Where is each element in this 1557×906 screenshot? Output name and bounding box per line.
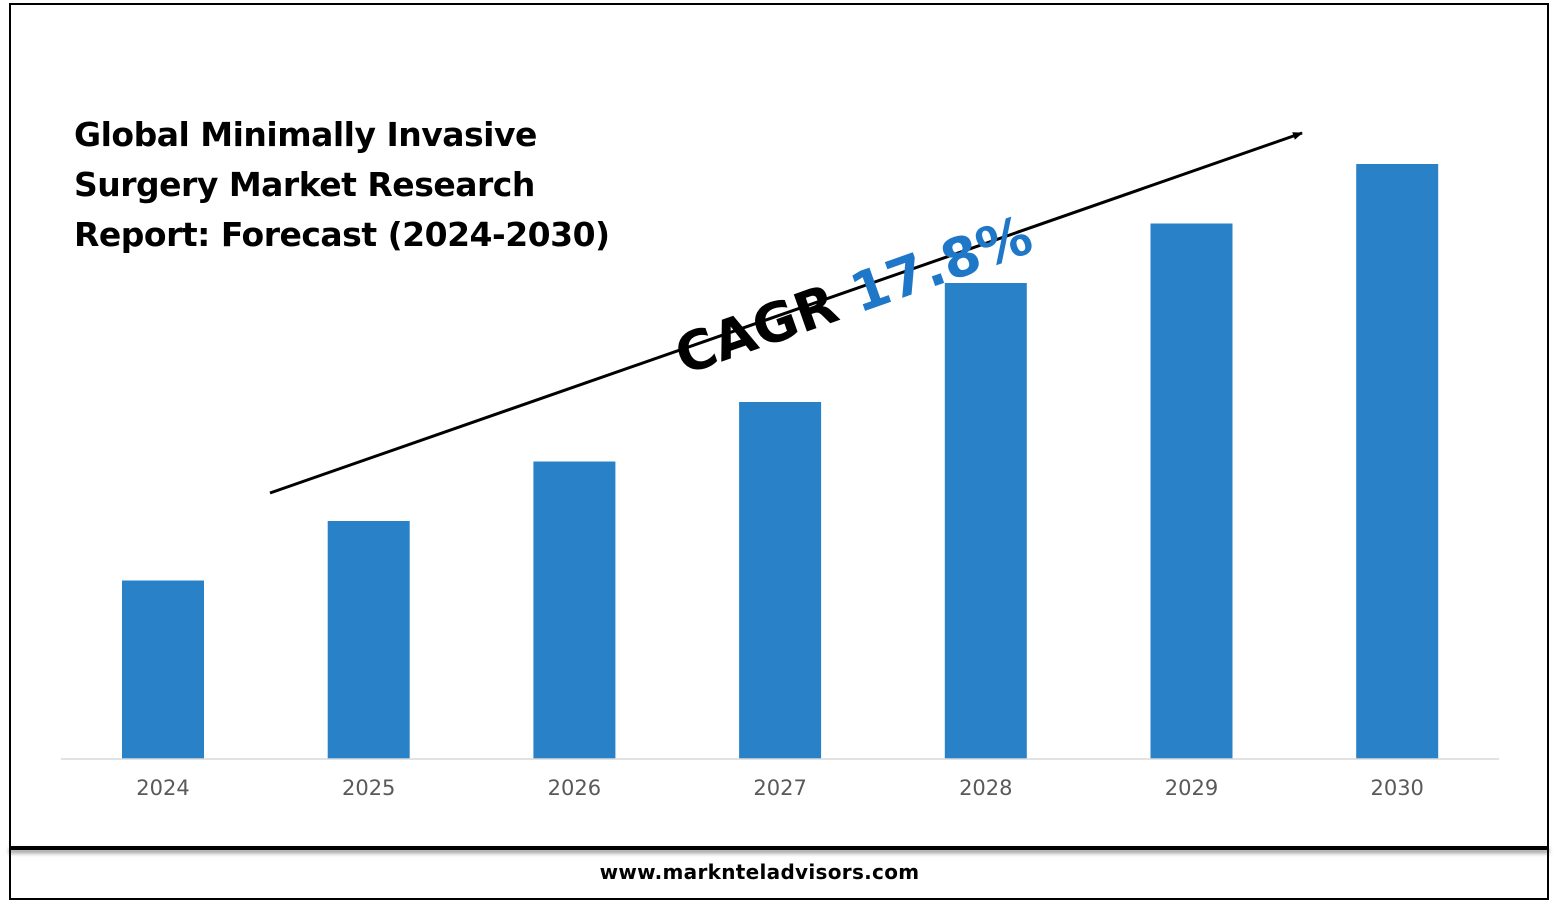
bar-2025 [327, 521, 410, 759]
bar-2027 [739, 402, 822, 759]
chart-frame [9, 3, 1549, 900]
bar-2026 [533, 461, 616, 759]
x-tick-2024: 2024 [136, 776, 189, 800]
x-tick-2026: 2026 [548, 776, 601, 800]
bar-2028 [944, 283, 1027, 759]
x-tick-2030: 2030 [1370, 776, 1423, 800]
bar-2024 [122, 580, 204, 759]
x-tick-2027: 2027 [753, 776, 806, 800]
title-line-1: Global Minimally Invasive [74, 115, 537, 154]
x-tick-2028: 2028 [959, 776, 1012, 800]
x-tick-2025: 2025 [342, 776, 395, 800]
bar-2030 [1356, 164, 1439, 759]
title-line-2: Surgery Market Research [74, 165, 535, 204]
footer-url[interactable]: www.marknteladvisors.com [599, 860, 920, 884]
bar-2029 [1150, 223, 1233, 759]
chart-title: Global Minimally Invasive Surgery Market… [74, 110, 634, 260]
trend-arrow [269, 131, 1303, 495]
title-line-3: Report: Forecast (2024-2030) [74, 215, 610, 254]
footer-divider [9, 846, 1549, 850]
bars-group [122, 164, 1439, 759]
x-tick-labels: 2024 2025 2026 2027 2028 2029 2030 [136, 776, 1424, 800]
x-tick-2029: 2029 [1165, 776, 1218, 800]
